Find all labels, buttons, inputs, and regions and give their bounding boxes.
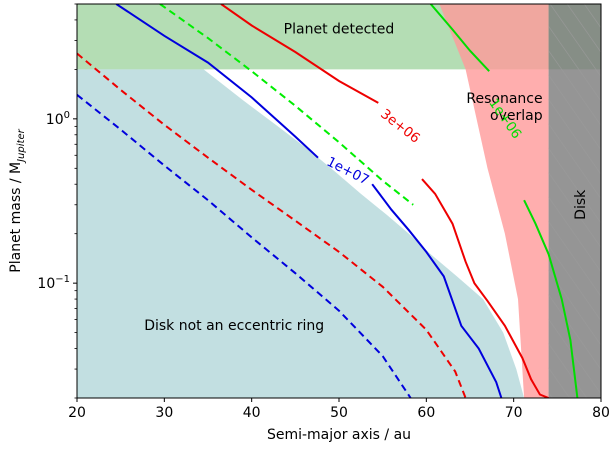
y-tick-label-1: 100	[46, 110, 70, 128]
x-tick-label-20: 20	[68, 405, 86, 421]
x-tick-label-30: 30	[155, 405, 173, 421]
series-line-2	[77, 94, 412, 398]
x-tick-label-50: 50	[330, 405, 348, 421]
region-label-resonance-overlap: Resonance overlap	[466, 91, 542, 124]
series-line-4	[421, 178, 549, 398]
series-line-5	[77, 52, 467, 398]
x-axis-title: Semi-major axis / au	[267, 427, 411, 443]
series-line-6	[429, 4, 490, 72]
series-layer	[77, 4, 579, 398]
series-line-1	[371, 183, 503, 398]
x-tick-label-40: 40	[243, 405, 261, 421]
x-tick-label-70: 70	[505, 405, 523, 421]
series-line-7	[523, 199, 579, 398]
region-label-disk-not-eccentric: Disk not an eccentric ring	[144, 318, 324, 334]
region-disk-not-eccentric	[77, 69, 525, 398]
region-label-disk: Disk	[573, 189, 589, 220]
axes-layer: 20 30 40 50 60 70 80 10−1 100 Semi-major axis / a…	[8, 3, 610, 443]
region-resonance-overlap	[439, 4, 549, 398]
x-tick-label-60: 60	[417, 405, 435, 421]
x-tick-label-80: 80	[592, 405, 610, 421]
series-line-8	[159, 4, 414, 206]
region-label-planet-detected: Planet detected	[284, 21, 395, 37]
y-tick-label-0: 10−1	[37, 274, 70, 292]
line-label-1: 3e+06	[377, 106, 423, 147]
series-line-0	[115, 4, 319, 159]
regions-layer	[77, 4, 601, 398]
y-axis-title: Planet mass / MJupiter	[8, 128, 27, 272]
series-line-3	[220, 4, 379, 104]
